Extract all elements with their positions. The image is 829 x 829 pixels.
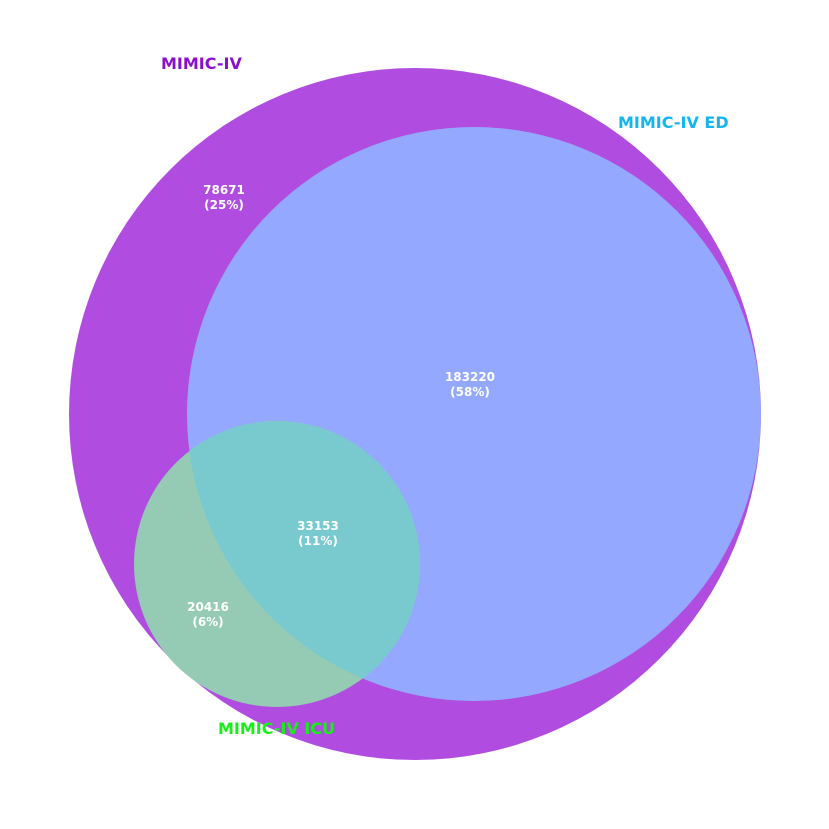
mimic-iv-ed-set-label: MIMIC-IV ED: [618, 113, 729, 132]
mimic-iv-icu-count: 20416: [187, 600, 229, 614]
mimic-iv-set-label: MIMIC-IV: [161, 54, 242, 73]
all-three-percent: (11%): [298, 534, 338, 548]
mimic-iv-icu-percent: (6%): [192, 615, 223, 629]
mimic-iv-ed-count: 183220: [445, 370, 495, 384]
mimic-iv-only-percent: (25%): [204, 198, 244, 212]
mimic-iv-ed-percent: (58%): [450, 385, 490, 399]
all-three-count: 33153: [297, 519, 339, 533]
mimic-iv-only-count: 78671: [203, 183, 245, 197]
mimic-iv-icu-set-label: MIMIC-IV ICU: [218, 719, 335, 738]
